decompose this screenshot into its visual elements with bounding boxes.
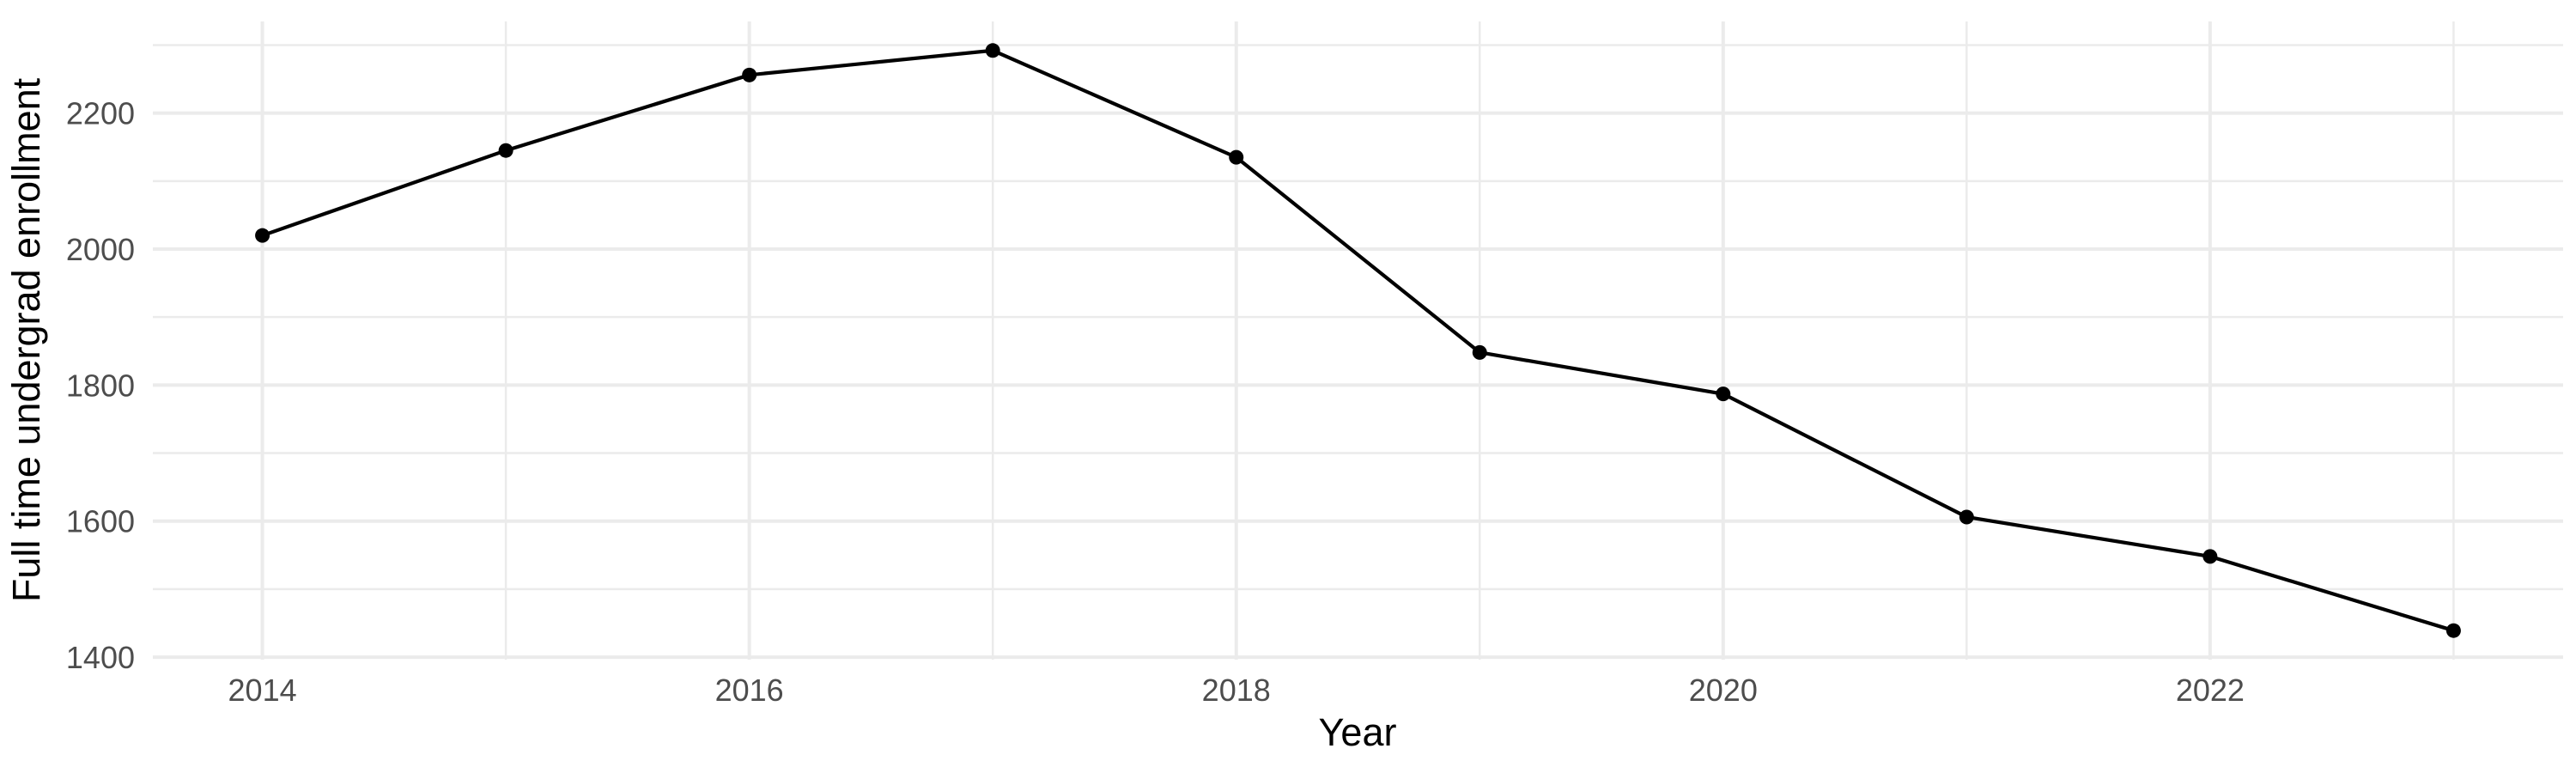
data-point	[1229, 149, 1244, 165]
data-point	[1472, 344, 1487, 360]
x-tick-label: 2022	[2176, 673, 2245, 708]
y-tick-label: 1400	[66, 640, 135, 675]
y-tick-label: 2200	[66, 96, 135, 131]
data-point	[498, 143, 513, 158]
y-tick-label: 1600	[66, 504, 135, 539]
x-tick-label: 2018	[1202, 673, 1271, 708]
gridlines-layer	[153, 21, 2563, 660]
data-point	[255, 228, 270, 243]
data-point	[1959, 509, 1974, 525]
data-point	[1716, 386, 1731, 402]
y-axis-title: Full time undergrad enrollment	[4, 77, 48, 602]
x-tick-label: 2020	[1689, 673, 1758, 708]
data-point	[985, 43, 1000, 58]
x-tick-label: 2016	[715, 673, 784, 708]
data-point	[2445, 623, 2461, 638]
data-series-layer	[255, 43, 2461, 638]
data-point	[2202, 549, 2218, 564]
enrollment-data-line	[261, 48, 2455, 633]
data-point	[742, 67, 757, 82]
y-tick-label: 2000	[66, 232, 135, 267]
x-tick-label: 2014	[228, 673, 297, 708]
y-tick-label: 1800	[66, 368, 135, 403]
tick-labels-layer: 1400 1600 1800 2000 2200 2014 2016 2018 2020 2022	[66, 96, 2245, 708]
x-axis-title: Year	[1319, 710, 1397, 754]
